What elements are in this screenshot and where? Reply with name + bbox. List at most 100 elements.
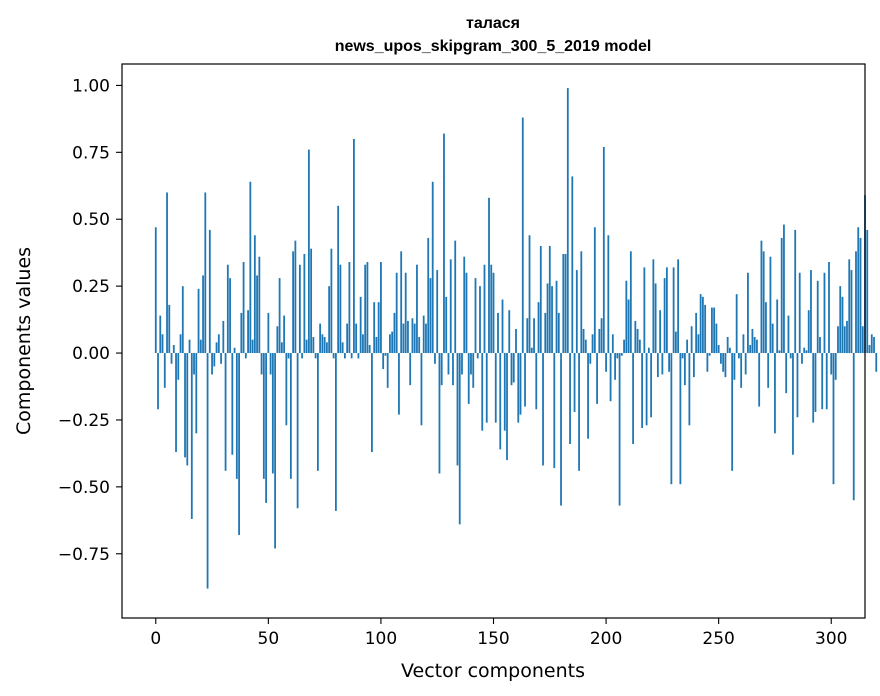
bar-component-167 — [530, 347, 533, 354]
bar-component-190 — [582, 328, 585, 354]
bar-component-214 — [636, 328, 639, 354]
bar-component-91 — [359, 296, 362, 354]
bar-component-160 — [515, 328, 517, 354]
bar-component-182 — [564, 254, 567, 354]
bar-component-185 — [571, 176, 574, 354]
y-tick-label: −0.75 — [58, 545, 110, 565]
bar-component-49 — [265, 353, 267, 503]
bar-component-89 — [355, 323, 358, 354]
bar-component-177 — [553, 353, 556, 469]
bar-component-206 — [618, 353, 621, 506]
bar-component-178 — [555, 280, 558, 354]
bar-component-64 — [298, 264, 301, 354]
bar-component-44 — [253, 235, 256, 354]
bar-component-69 — [310, 248, 313, 354]
bar-component-83 — [341, 342, 344, 354]
bar-component-240 — [695, 312, 698, 354]
bar-component-10 — [177, 353, 180, 380]
bar-component-144 — [479, 286, 481, 354]
bar-component-85 — [346, 323, 349, 354]
bar-component-74 — [321, 334, 324, 354]
bar-component-310 — [852, 353, 855, 501]
bar-component-303 — [837, 326, 839, 354]
bar-component-156 — [506, 353, 508, 461]
bar-component-95 — [368, 345, 371, 354]
bar-component-126 — [438, 353, 441, 474]
bar-component-65 — [301, 353, 304, 359]
x-tick-label: 0 — [150, 629, 161, 649]
bar-component-146 — [483, 264, 486, 354]
bar-component-299 — [828, 262, 830, 354]
bar-component-207 — [620, 353, 623, 356]
bar-component-305 — [841, 296, 844, 354]
bar-component-198 — [600, 318, 603, 354]
bar-component-234 — [681, 353, 684, 359]
bar-component-71 — [314, 353, 317, 359]
bar-component-226 — [663, 278, 666, 354]
bar-component-212 — [632, 353, 634, 445]
bar-component-110 — [402, 323, 405, 354]
bar-component-197 — [598, 328, 601, 354]
bar-component-231 — [674, 331, 677, 354]
bar-component-307 — [846, 320, 848, 354]
bar-component-141 — [472, 353, 475, 388]
bar-component-202 — [609, 353, 612, 402]
bar-component-210 — [627, 299, 630, 354]
bar-component-227 — [665, 267, 668, 354]
bar-component-304 — [839, 286, 842, 354]
bar-component-154 — [501, 299, 504, 354]
bar-component-258 — [735, 294, 738, 354]
bar-component-130 — [447, 353, 450, 375]
bar-component-166 — [528, 235, 531, 354]
bar-component-98 — [375, 336, 378, 354]
bar-component-57 — [283, 315, 286, 354]
bar-component-249 — [715, 323, 718, 354]
bar-component-35 — [233, 347, 236, 354]
bar-component-274 — [771, 323, 774, 354]
bar-component-180 — [560, 353, 562, 506]
bar-component-18 — [195, 353, 198, 434]
bar-component-6 — [168, 304, 171, 354]
y-tick-label: 0.50 — [72, 210, 110, 230]
bar-component-20 — [199, 339, 202, 354]
bar-component-255 — [729, 347, 731, 354]
bar-component-84 — [344, 353, 346, 359]
bar-component-278 — [780, 237, 783, 354]
bar-component-7 — [170, 353, 173, 364]
bar-component-13 — [184, 353, 186, 458]
bar-component-289 — [805, 350, 808, 354]
bar-component-45 — [256, 275, 258, 354]
bar-component-117 — [418, 336, 421, 354]
bar-component-259 — [738, 353, 740, 359]
bar-component-109 — [400, 251, 403, 354]
bar-component-316 — [866, 229, 869, 354]
bar-component-243 — [701, 296, 704, 354]
bar-component-300 — [830, 353, 833, 375]
bar-component-219 — [647, 347, 650, 354]
bar-component-162 — [519, 353, 522, 415]
bar-component-140 — [470, 353, 472, 375]
bar-component-215 — [638, 339, 641, 354]
bar-component-5 — [166, 192, 168, 354]
bar-component-217 — [643, 267, 646, 354]
bar-component-261 — [742, 334, 745, 354]
bar-component-314 — [861, 326, 864, 354]
bar-component-257 — [733, 353, 736, 380]
bar-component-104 — [389, 334, 391, 354]
bar-component-313 — [859, 237, 862, 354]
bar-component-191 — [584, 339, 587, 354]
y-tick-label: −0.50 — [58, 478, 110, 498]
y-axis-ticks: 1.00 0.75 0.50 0.25 0.00 −0.25 −0.50 −0.75 — [58, 76, 122, 565]
bar-component-244 — [704, 304, 707, 354]
bar-component-281 — [787, 315, 790, 354]
bar-component-277 — [778, 350, 781, 354]
bar-component-239 — [692, 353, 695, 378]
bar-component-23 — [206, 353, 209, 589]
bar-component-276 — [776, 299, 779, 354]
bar-component-250 — [717, 345, 720, 354]
bar-component-176 — [551, 286, 553, 354]
bar-component-93 — [364, 264, 367, 354]
bar-component-220 — [650, 353, 653, 418]
bar-component-237 — [688, 353, 691, 426]
bar-component-266 — [753, 336, 756, 354]
